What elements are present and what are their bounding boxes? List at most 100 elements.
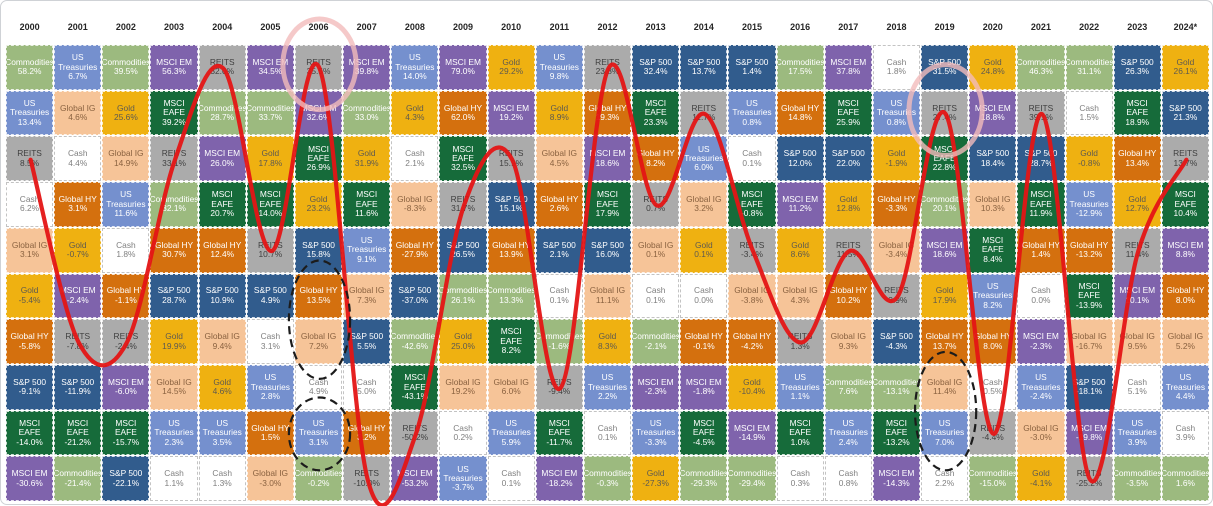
asset-label: Commodities: [102, 56, 150, 67]
asset-cell: Global IG -3.8%: [728, 273, 776, 319]
asset-return-value: 26.9%: [306, 162, 331, 173]
asset-cell: MSCI EAFE 20.7%: [198, 182, 246, 227]
asset-cell: US Treasuries 4.4%: [1161, 364, 1209, 410]
asset-return-value: 3.1%: [308, 436, 329, 447]
asset-return-value: 7.2%: [308, 340, 329, 351]
asset-label: Commodities: [6, 56, 54, 67]
asset-return-value: -2.3%: [1029, 340, 1052, 351]
asset-return-value: 14.9%: [114, 157, 138, 168]
asset-return-value: 11.4%: [1125, 249, 1149, 260]
asset-cell: Cash 0.1%: [728, 136, 776, 182]
asset-return-value: 4.4%: [1175, 390, 1195, 401]
asset-return-value: -5.4%: [18, 294, 41, 305]
asset-cell: Commodities 58.2%: [6, 45, 54, 90]
asset-label: S&P 500: [639, 56, 673, 67]
asset-return-value: 33.0%: [354, 112, 379, 123]
year-label: 2017: [838, 22, 859, 32]
asset-cell: Commodities 46.3%: [1017, 45, 1065, 90]
asset-return-value: -21.4%: [64, 477, 91, 488]
asset-label: MSCI EAFE: [500, 326, 523, 346]
asset-return-value: 15.9%: [499, 157, 524, 168]
asset-cell: REITS 31.7%: [439, 182, 487, 227]
asset-cell: US Treasuries -3.7%: [439, 456, 487, 501]
asset-return-value: 10.3%: [980, 203, 1005, 214]
asset-cell: Global IG 3.1%: [6, 227, 54, 273]
asset-return-value: 13.5%: [306, 294, 331, 305]
asset-return-value: 4.3%: [405, 112, 425, 123]
asset-cell: Gold 24.8%: [969, 45, 1017, 90]
asset-return-value: 11.9%: [1029, 208, 1053, 219]
asset-return-value: -14.3%: [883, 477, 910, 488]
asset-cell: Commodities -2.1%: [632, 319, 680, 364]
asset-cell: Gold 23.2%: [294, 182, 343, 227]
asset-cell: Gold 4.3%: [391, 90, 439, 136]
asset-return-value: -15.0%: [979, 477, 1007, 488]
asset-cell: MSCI EM 18.6%: [921, 227, 969, 273]
asset-label: S&P 500: [687, 56, 721, 67]
asset-cell: Gold 25.0%: [439, 319, 487, 364]
asset-cell: Cash 1.5%: [1065, 90, 1113, 136]
asset-cell: MSCI EM -6.0%: [102, 364, 150, 410]
asset-cell: REITS -3.4%: [728, 227, 776, 273]
asset-label: MSCI EAFE: [18, 417, 41, 438]
asset-return-value: 9.4%: [212, 340, 232, 351]
asset-cell: US Treasuries 6.0%: [680, 136, 728, 182]
asset-return-value: -0.8%: [741, 208, 763, 219]
asset-cell: Gold -0.7%: [54, 227, 102, 273]
asset-return-value: -3.3%: [644, 436, 667, 447]
asset-return-value: 3.5%: [212, 436, 232, 447]
asset-cell: Global HY -1.1%: [102, 273, 150, 319]
asset-cell: Global IG -16.7%: [1065, 319, 1113, 364]
asset-return-value: 26.5%: [451, 249, 475, 260]
asset-cell: Global IG 9.5%: [1113, 319, 1161, 364]
asset-return-value: -37.0%: [401, 294, 429, 305]
asset-cell: Gold 8.6%: [776, 227, 824, 273]
asset-label: MSCI EAFE: [403, 372, 426, 392]
asset-return-value: 11.6%: [114, 208, 138, 219]
asset-cell: REITS 8.5%: [6, 136, 54, 182]
asset-cell: Commodities 31.1%: [1065, 45, 1113, 90]
asset-label: S&P 500: [1120, 56, 1154, 67]
asset-cell: MSCI EAFE 26.9%: [294, 136, 343, 182]
asset-return-value: 1.4%: [1031, 249, 1051, 260]
asset-return-value: 32.1%: [162, 203, 186, 214]
asset-cell: US Treasuries 3.1%: [294, 410, 343, 456]
asset-cell: MSCI EAFE 25.9%: [824, 90, 872, 136]
asset-label: REITS: [209, 56, 235, 67]
asset-cell: Cash 1.3%: [198, 456, 246, 501]
asset-return-value: 18.8%: [980, 112, 1005, 123]
asset-cell: US Treasuries 2.8%: [246, 364, 294, 410]
asset-return-value: -4.5%: [692, 436, 715, 447]
asset-cell: MSCI EM 26.0%: [198, 136, 246, 182]
asset-cell: Global HY 1.5%: [246, 410, 294, 456]
asset-return-value: -16.7%: [1075, 340, 1103, 351]
asset-cell: MSCI EAFE -43.1%: [391, 364, 439, 410]
asset-return-value: 22.8%: [932, 162, 957, 173]
asset-label: US Treasuries: [636, 417, 676, 438]
asset-label: MSCI EAFE: [114, 417, 137, 438]
asset-cell: S&P 500 -22.1%: [102, 456, 150, 501]
asset-return-value: 34.5%: [258, 66, 283, 77]
asset-return-value: 10.9%: [210, 294, 235, 305]
asset-return-value: 4.9%: [308, 386, 329, 397]
asset-return-value: 0.1%: [742, 157, 762, 168]
asset-cell: Global HY 13.5%: [294, 273, 343, 319]
asset-cell: MSCI EM -14.3%: [872, 456, 921, 501]
asset-label: MSCI EAFE: [981, 235, 1004, 255]
asset-return-value: 2.2%: [597, 390, 618, 401]
asset-return-value: 26.3%: [1125, 66, 1150, 77]
asset-cell: Cash 6.2%: [6, 182, 54, 227]
asset-cell: MSCI EAFE 22.8%: [921, 136, 969, 182]
asset-cell: Gold 12.7%: [1113, 182, 1161, 227]
asset-return-value: -0.2%: [307, 477, 330, 488]
asset-cell: REITS -7.8%: [54, 319, 102, 364]
asset-cell: Commodities 13.3%: [487, 273, 535, 319]
asset-return-value: 0.5%: [983, 386, 1003, 397]
asset-return-value: 20.7%: [210, 208, 235, 219]
asset-return-value: 1.6%: [1175, 477, 1195, 488]
asset-cell: Global IG 6.0%: [487, 364, 535, 410]
asset-cell: S&P 500 18.4%: [969, 136, 1017, 182]
asset-cell: Global HY 19.3%: [583, 90, 632, 136]
asset-return-value: 26.1%: [1173, 66, 1198, 77]
asset-cell: US Treasuries 2.2%: [583, 364, 632, 410]
